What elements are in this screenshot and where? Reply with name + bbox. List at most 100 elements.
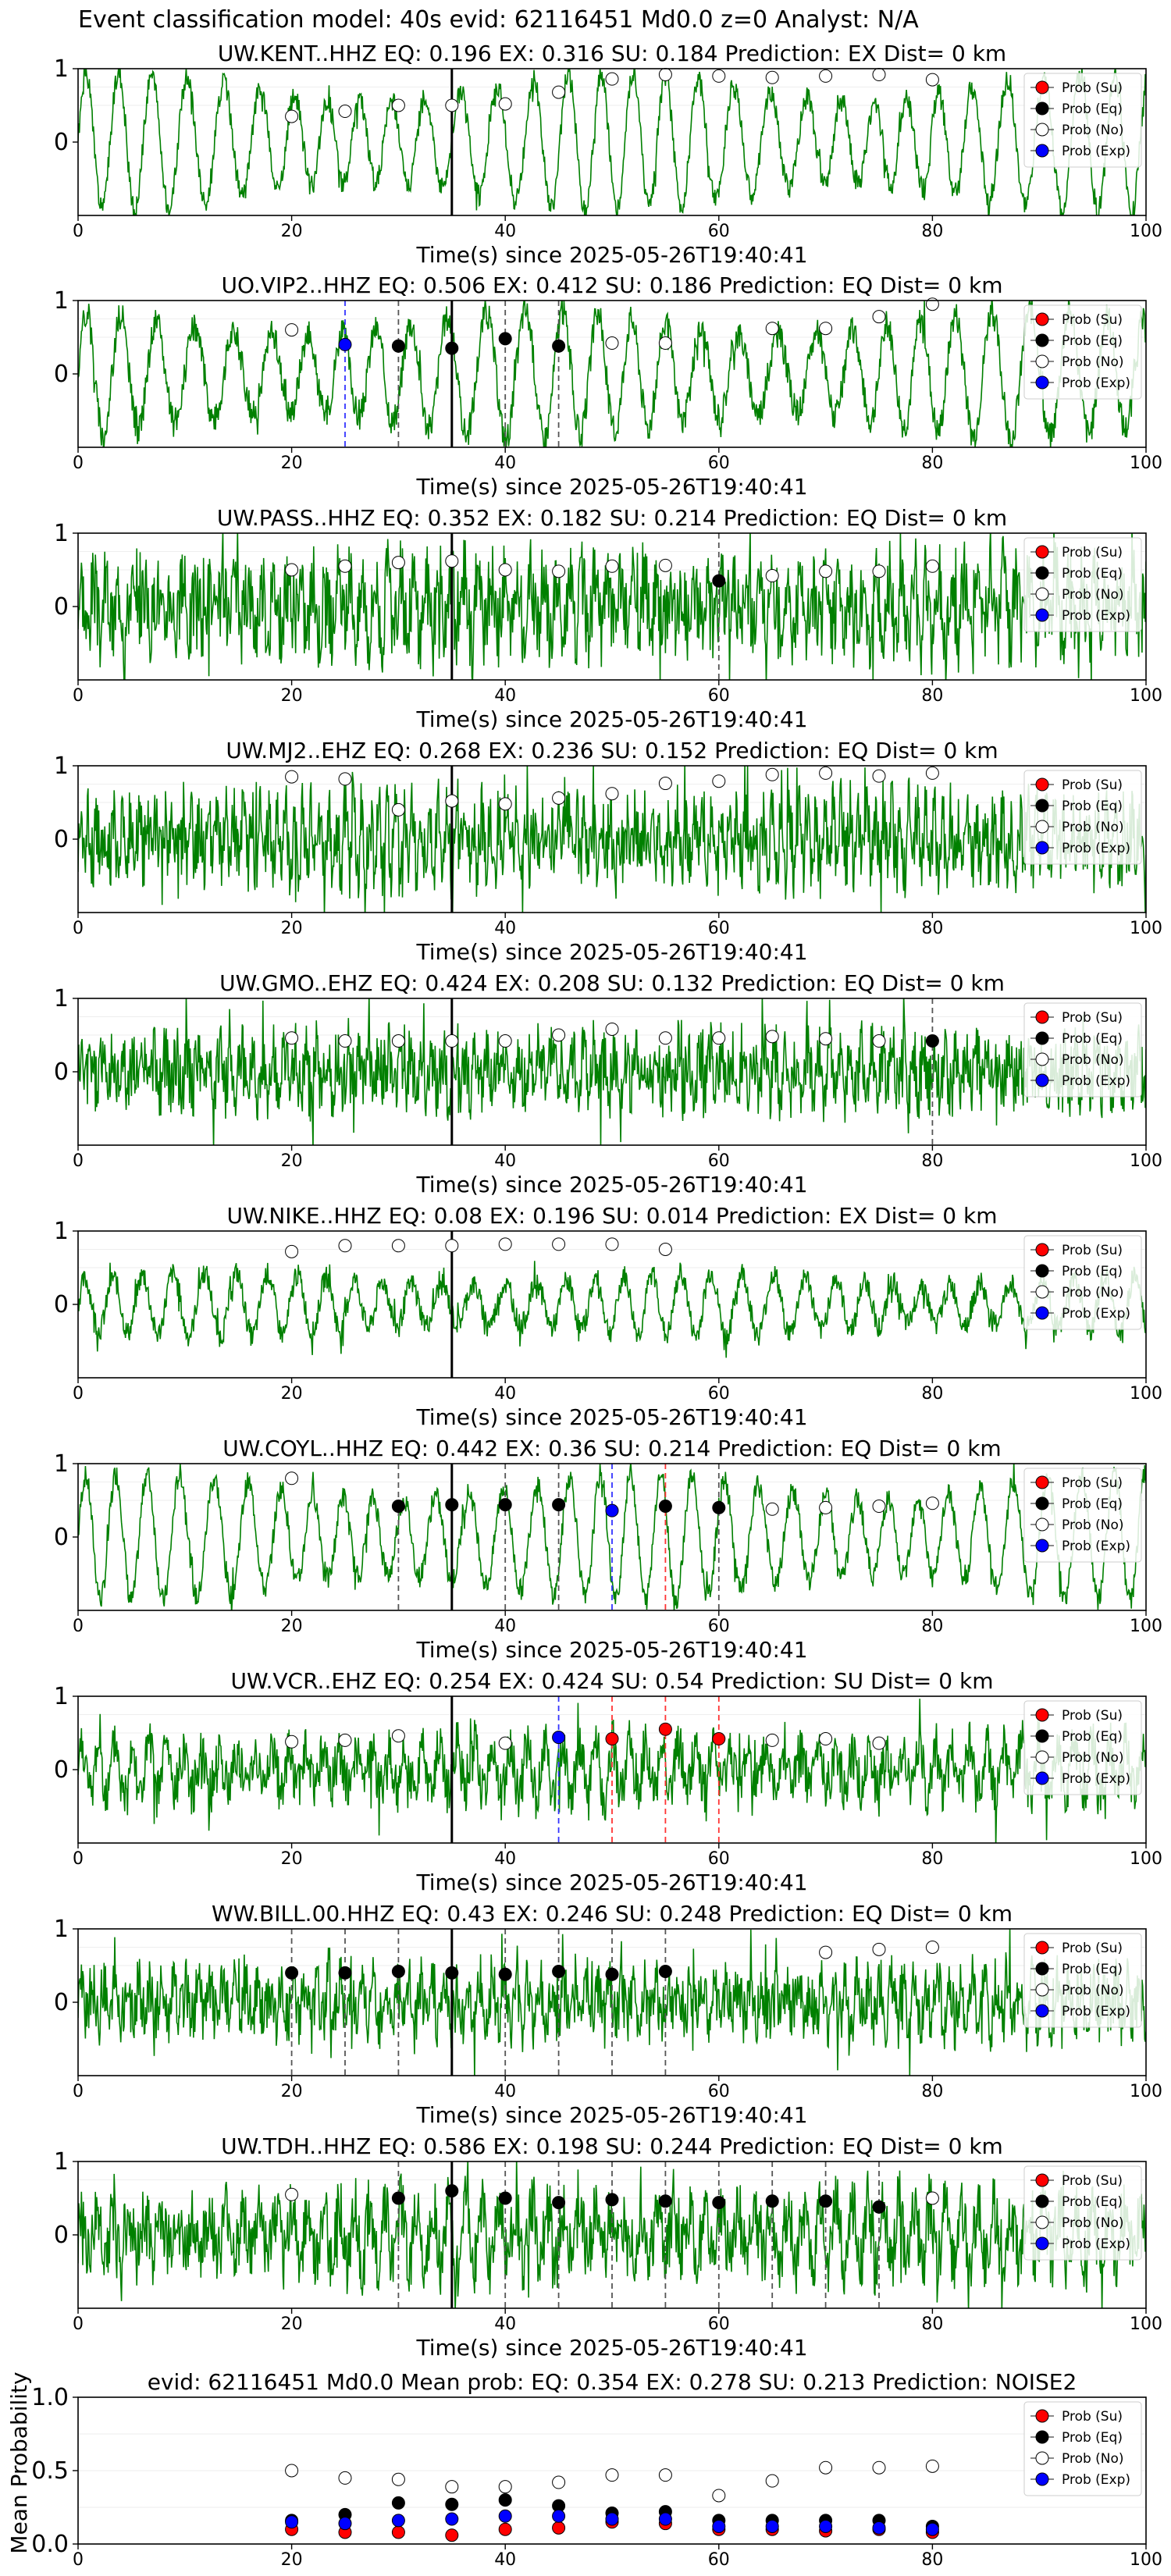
prob-marker-su: [605, 1732, 619, 1746]
x-tick-label: 20: [281, 2550, 303, 2570]
legend-marker-eq: [1035, 1031, 1049, 1045]
legend-marker-eq: [1035, 799, 1049, 813]
prob-marker-eq: [552, 2196, 566, 2210]
prob-marker-no: [445, 1034, 459, 1048]
y-tick-label: 0: [54, 826, 69, 853]
mean-marker-exp: [338, 2517, 352, 2531]
prob-marker-eq: [391, 1500, 405, 1514]
panel-title: UW.MJ2..EHZ EQ: 0.268 EX: 0.236 SU: 0.15…: [226, 738, 998, 763]
x-tick-label: 0: [73, 919, 84, 938]
prob-marker-eq: [712, 574, 726, 588]
prob-marker-no: [552, 85, 566, 99]
legend-label-no: Prob (No): [1062, 2451, 1124, 2467]
mean-marker-exp: [391, 2514, 405, 2528]
x-axis-label: Time(s) since 2025-05-26T19:40:41: [415, 1172, 807, 1197]
prob-marker-no: [391, 802, 405, 817]
prob-marker-eq: [498, 2191, 512, 2205]
panel-title: UW.VCR..EHZ EQ: 0.254 EX: 0.424 SU: 0.54…: [231, 1668, 994, 1694]
x-tick-label: 40: [494, 2082, 516, 2101]
y-tick-label: 0: [54, 1756, 69, 1784]
x-tick-label: 100: [1130, 2314, 1162, 2334]
mean-marker-no: [498, 2480, 512, 2494]
x-tick-label: 80: [921, 454, 943, 473]
panel-3: UW.PASS..HHZ EQ: 0.352 EX: 0.182 SU: 0.2…: [54, 505, 1162, 732]
x-tick-label: 80: [921, 1384, 943, 1404]
y-tick-label: 0: [54, 593, 69, 621]
prob-marker-no: [338, 559, 352, 573]
x-tick-label: 0: [73, 222, 84, 241]
prob-marker-eq: [712, 2196, 726, 2210]
legend-label-eq: Prob (Eq): [1062, 566, 1123, 582]
x-tick-label: 100: [1130, 454, 1162, 473]
legend-label-eq: Prob (Eq): [1062, 1031, 1123, 1047]
x-tick-label: 60: [708, 1617, 730, 1636]
x-tick-label: 60: [708, 2082, 730, 2101]
prob-marker-no: [819, 766, 833, 780]
prob-marker-su: [712, 1732, 726, 1746]
prob-marker-no: [765, 767, 779, 781]
y-tick-label: 0: [54, 129, 69, 156]
legend-label-su: Prob (Su): [1062, 1708, 1123, 1724]
panel-10: UW.TDH..HHZ EQ: 0.586 EX: 0.198 SU: 0.24…: [54, 2133, 1162, 2361]
waveform-trace: [78, 1261, 1146, 1358]
legend-box: [1023, 1700, 1142, 1795]
x-axis-label: Time(s) since 2025-05-26T19:40:41: [415, 2335, 807, 2361]
legend-marker-exp: [1035, 2472, 1049, 2486]
figure-title: Event classification model: 40s evid: 62…: [78, 6, 919, 34]
x-tick-label: 100: [1130, 2550, 1162, 2570]
legend-label-no: Prob (No): [1062, 2215, 1124, 2231]
legend-marker-eq: [1035, 101, 1049, 116]
prob-marker-no: [765, 322, 779, 336]
panel-title: UW.TDH..HHZ EQ: 0.586 EX: 0.198 SU: 0.24…: [221, 2133, 1003, 2159]
legend-marker-su: [1035, 80, 1049, 94]
x-axis-label: Time(s) since 2025-05-26T19:40:41: [415, 1637, 807, 1663]
prob-marker-eq: [605, 1967, 619, 1981]
y-tick-label: 0: [54, 1524, 69, 1551]
prob-marker-no: [819, 69, 833, 83]
y-tick-label: 0: [54, 1059, 69, 1086]
x-axis-label: Time(s) since 2025-05-26T19:40:41: [415, 939, 807, 965]
panel-1: UW.KENT..HHZ EQ: 0.196 EX: 0.316 SU: 0.1…: [54, 41, 1162, 268]
legend-label-no: Prob (No): [1062, 354, 1124, 370]
panel-2: UO.VIP2..HHZ EQ: 0.506 EX: 0.412 SU: 0.1…: [54, 272, 1162, 500]
panel-title: UW.GMO..EHZ EQ: 0.424 EX: 0.208 SU: 0.13…: [219, 970, 1005, 996]
x-tick-label: 20: [281, 919, 303, 938]
axes-frame: [77, 1230, 1147, 1379]
legend-label-eq: Prob (Eq): [1062, 2430, 1123, 2446]
prob-marker-no: [552, 564, 566, 578]
y-tick-label: 0.0: [31, 2531, 69, 2558]
legend-marker-no: [1035, 354, 1049, 368]
mean-marker-su: [445, 2528, 459, 2542]
legend-label-eq: Prob (Eq): [1062, 2194, 1123, 2210]
prob-marker-no: [712, 774, 726, 788]
legend-marker-eq: [1035, 1729, 1049, 1743]
x-tick-label: 60: [708, 1151, 730, 1171]
panel-11: evid: 62116451 Md0.0 Mean prob: EQ: 0.35…: [6, 2369, 1162, 2570]
legend-box: [1023, 304, 1142, 400]
x-tick-label: 20: [281, 1384, 303, 1404]
prob-marker-no: [765, 569, 779, 583]
x-tick-label: 40: [494, 222, 516, 241]
prob-marker-no: [445, 1239, 459, 1253]
prob-marker-no: [765, 1502, 779, 1516]
mean-marker-exp: [925, 2522, 939, 2536]
prob-marker-eq: [605, 2193, 619, 2207]
waveform-trace: [78, 1929, 1146, 2076]
x-tick-label: 80: [921, 1617, 943, 1636]
prob-marker-no: [765, 70, 779, 84]
legend-marker-eq: [1035, 566, 1049, 580]
legend-marker-exp: [1035, 1771, 1049, 1785]
prob-marker-no: [872, 68, 886, 82]
y-tick-label: 1: [54, 985, 69, 1012]
x-tick-label: 100: [1130, 1151, 1162, 1171]
x-tick-label: 40: [494, 1849, 516, 1869]
legend-box: [1023, 1002, 1142, 1098]
y-tick-label: 1: [54, 55, 69, 83]
legend-label-exp: Prob (Exp): [1062, 1073, 1130, 1089]
legend-marker-exp: [1035, 841, 1049, 855]
waveform-trace: [78, 1699, 1146, 1843]
prob-marker-no: [605, 787, 619, 801]
y-tick-label: 0: [54, 1989, 69, 2016]
prob-marker-eq: [391, 339, 405, 353]
prob-marker-no: [872, 769, 886, 783]
